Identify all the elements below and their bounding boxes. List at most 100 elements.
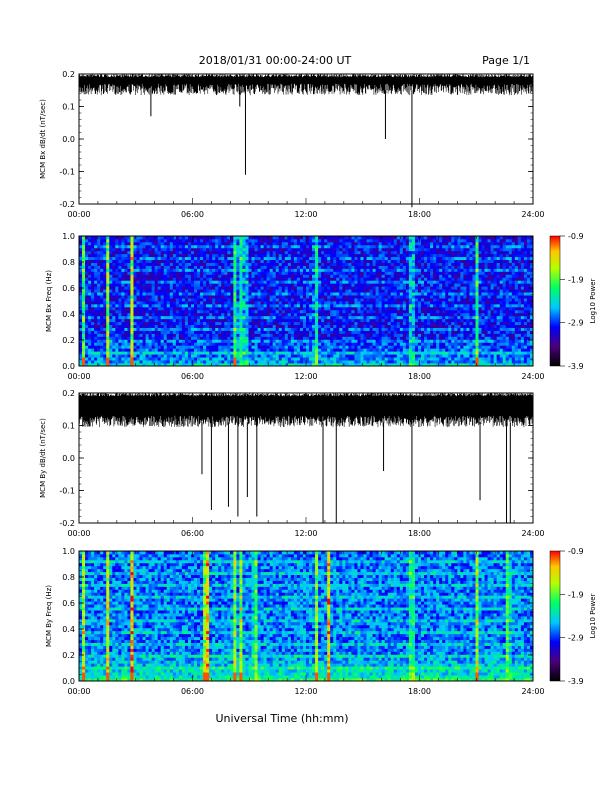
spectrogram-cell (115, 298, 119, 302)
spectrogram-cell (91, 345, 95, 349)
spectrogram-cell (133, 342, 137, 346)
spectrogram-cell (251, 330, 255, 334)
spectrogram-cell (157, 274, 162, 278)
spectrogram-cell (200, 301, 204, 305)
spectrogram-cell (79, 283, 83, 287)
spectrogram-cell (157, 244, 162, 249)
spectrogram-cell (160, 363, 165, 367)
spectrogram-cell (79, 301, 83, 305)
spectrogram-cell (239, 333, 243, 337)
spectrogram-cell (166, 345, 171, 349)
spectrogram-cell (333, 241, 337, 246)
spectrogram-cell (130, 315, 134, 320)
spectrogram-cell (209, 253, 213, 258)
spectrogram-cell (330, 303, 334, 308)
spectrogram-cell (160, 271, 165, 275)
spectrogram-cell (212, 280, 216, 284)
spectrogram-cell (387, 348, 392, 352)
spectrogram-cell (160, 238, 165, 243)
spectrogram-cell (82, 256, 86, 261)
spectrogram-cell (221, 280, 225, 284)
spectrogram-cell (169, 315, 174, 320)
spectrogram-cell (130, 280, 134, 284)
spectrogram-cell (103, 324, 107, 328)
spectrogram-cell (242, 360, 246, 364)
spectrogram-cell (154, 312, 159, 317)
spectrogram-cell (227, 348, 231, 352)
spectrogram-cell (106, 250, 110, 255)
spectrogram-cell (390, 238, 395, 243)
spectrogram-cell (187, 348, 192, 352)
spectrogram-cell (221, 250, 225, 255)
spectrogram-cell (396, 312, 401, 317)
spectrogram-cell (269, 259, 274, 263)
spectrogram-cell (106, 292, 110, 296)
spectrogram-cell (166, 324, 171, 328)
spectrogram-cell (384, 333, 389, 337)
spectrogram-cell (160, 253, 165, 258)
spectrogram-cell (218, 298, 222, 302)
spectrogram-cell (318, 309, 322, 314)
spectrogram-cell (366, 342, 370, 346)
spectrogram-cell (269, 360, 274, 364)
spectrogram-cell (82, 238, 86, 243)
spectrogram-cell (342, 360, 346, 364)
spectrogram-cell (85, 271, 89, 275)
spectrogram-cell (127, 318, 131, 323)
spectrogram-cell (248, 289, 252, 293)
spectrogram-cell (133, 351, 137, 355)
spectrogram-cell (278, 256, 283, 261)
spectrogram-cell (221, 268, 225, 272)
spectrogram-cell (381, 244, 386, 249)
spectrogram-cell (405, 339, 410, 343)
spectrogram-cell (318, 351, 322, 355)
spectrogram-cell (354, 244, 358, 249)
spectrogram-cell (175, 295, 180, 299)
spectrogram-cell (79, 277, 83, 281)
spectrogram-cell (399, 259, 404, 263)
spectrogram-cell (212, 354, 216, 358)
spectrogram-cell (136, 283, 140, 287)
spectrogram-cell (82, 236, 86, 240)
spectrogram-cell (278, 274, 283, 278)
spectrogram-cell (408, 301, 413, 305)
spectrogram-cell (221, 363, 225, 367)
spectrogram-cell (360, 306, 364, 311)
spectrogram-cell (203, 265, 207, 269)
spectrogram-cell (178, 363, 183, 367)
spectrogram-cell (342, 256, 346, 261)
spectrogram-cell (157, 286, 162, 290)
spectrogram-cell (163, 315, 168, 320)
spectrogram-cell (251, 253, 255, 258)
spectrogram-cell (405, 303, 410, 308)
spectrogram-cell (399, 309, 404, 314)
spectrogram-cell (278, 271, 283, 275)
spectrogram-cell (290, 345, 295, 349)
spectrogram-cell (127, 286, 131, 290)
spectrogram-cell (115, 318, 119, 323)
spectrogram-cell (106, 268, 110, 272)
spectrogram-cell (251, 342, 255, 346)
spectrogram-cell (130, 259, 134, 263)
spectrogram-cell (172, 250, 177, 255)
spectrogram-cell (106, 301, 110, 305)
spectrogram-cell (145, 324, 150, 328)
spectrogram-cell (324, 345, 328, 349)
spectrogram-cell (212, 289, 216, 293)
spectrogram-cell (121, 315, 125, 320)
spectrogram-cell (82, 298, 86, 302)
spectrogram-cell (281, 309, 286, 314)
spectrogram-cell (85, 280, 89, 284)
spectrogram-cell (157, 292, 162, 296)
spectrogram-cell (390, 309, 395, 314)
spectrogram-cell (166, 295, 171, 299)
spectrogram-cell (166, 303, 171, 308)
spectrogram-cell (157, 333, 162, 337)
spectrogram-cell (163, 336, 168, 340)
spectrogram-cell (136, 244, 140, 249)
spectrogram-cell (299, 289, 304, 293)
spectrogram-cell (306, 253, 310, 258)
spectrogram-cell (94, 301, 98, 305)
spectrogram-cell (194, 253, 198, 258)
spectrogram-cell (299, 306, 304, 311)
